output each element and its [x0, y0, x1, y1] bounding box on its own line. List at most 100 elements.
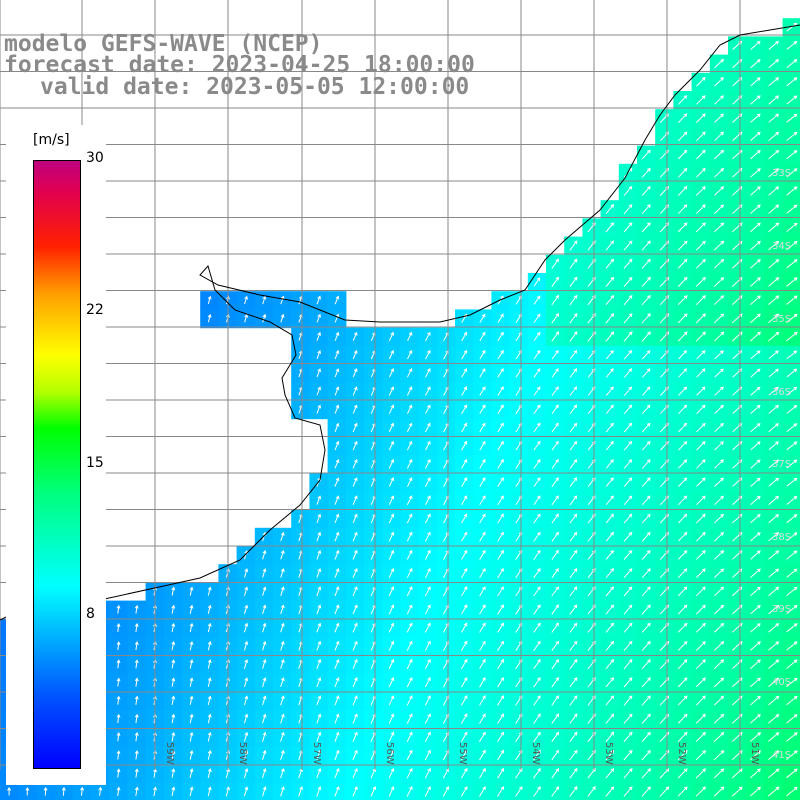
- wind-arrowhead: [665, 113, 669, 118]
- wind-arrow: [370, 514, 376, 524]
- wind-arrow: [189, 750, 193, 760]
- wind-arrowhead: [353, 422, 358, 427]
- wind-arrow: [696, 477, 706, 487]
- wind-arrowhead: [647, 695, 651, 700]
- wind-arrow: [533, 750, 541, 761]
- wind-arrowhead: [189, 604, 194, 609]
- wind-arrow: [533, 677, 541, 688]
- wind-arrow: [388, 677, 394, 688]
- wind-arrowhead: [646, 513, 651, 518]
- wind-arrowhead: [793, 659, 798, 664]
- wind-arrow: [623, 641, 633, 651]
- wind-arrowhead: [390, 404, 395, 409]
- wind-arrow: [713, 750, 724, 761]
- wind-arrow: [551, 550, 559, 560]
- wind-arrow: [750, 350, 761, 360]
- wind-arrow: [786, 23, 797, 32]
- wind-arrow: [497, 586, 504, 597]
- wind-arrow: [425, 368, 431, 378]
- wind-arrowhead: [756, 95, 761, 100]
- wind-arrowhead: [702, 204, 706, 208]
- wind-arrow: [388, 532, 394, 542]
- wind-arrowhead: [793, 404, 798, 409]
- wind-arrow: [406, 750, 413, 761]
- wind-arrow: [641, 277, 651, 288]
- wind-arrowhead: [647, 604, 651, 609]
- wind-arrow: [551, 750, 559, 761]
- wind-arrowhead: [390, 349, 394, 354]
- wind-arrowhead: [665, 531, 669, 536]
- wind-arrow: [605, 532, 614, 542]
- wind-arrow: [442, 786, 449, 797]
- wind-arrowhead: [793, 204, 798, 209]
- wind-arrow: [569, 386, 577, 396]
- wind-arrow: [388, 423, 394, 433]
- wind-arrowhead: [793, 222, 798, 227]
- wind-arrowhead: [390, 422, 395, 427]
- wind-arrow: [696, 168, 706, 178]
- colorbar-tick-15: 15: [86, 455, 104, 471]
- wind-arrow: [497, 768, 504, 779]
- wind-arrow: [678, 350, 687, 360]
- wind-arrowhead: [427, 349, 431, 354]
- wind-arrow: [605, 204, 614, 215]
- wind-arrow: [370, 568, 376, 578]
- wind-arrow: [388, 477, 394, 487]
- wind-arrowhead: [463, 695, 468, 700]
- wind-arrow: [262, 714, 266, 724]
- wind-arrowhead: [665, 167, 670, 172]
- wind-arrowhead: [702, 677, 706, 682]
- wind-arrowhead: [665, 386, 669, 391]
- wind-arrowhead: [793, 186, 798, 190]
- wind-arrow: [316, 786, 321, 797]
- wind-arrow: [750, 313, 761, 324]
- wind-arrowhead: [573, 749, 578, 754]
- wind-arrow: [768, 732, 779, 742]
- wind-arrowhead: [408, 513, 413, 518]
- wind-arrow: [334, 750, 339, 761]
- wind-arrow: [605, 350, 614, 360]
- wind-arrowhead: [189, 750, 194, 754]
- wind-arrow: [677, 532, 688, 542]
- wind-arrowhead: [317, 495, 322, 500]
- wind-arrowhead: [555, 313, 560, 317]
- wind-arrowhead: [610, 640, 615, 645]
- wind-arrowhead: [573, 368, 578, 372]
- wind-arrow: [623, 677, 633, 688]
- wind-arrow: [352, 750, 358, 761]
- wind-arrow: [352, 641, 358, 651]
- wind-arrow: [352, 623, 358, 633]
- wind-arrow: [406, 423, 413, 433]
- wind-arrow: [641, 459, 651, 469]
- wind-arrowhead: [335, 767, 340, 772]
- wind-arrowhead: [592, 313, 596, 317]
- wind-arrow: [533, 786, 541, 797]
- wind-arrowhead: [353, 386, 358, 391]
- wind-arrowhead: [702, 695, 706, 700]
- wind-arrowhead: [683, 495, 688, 500]
- wind-arrowhead: [775, 659, 780, 664]
- wind-arrow: [461, 604, 468, 615]
- wind-arrowhead: [646, 386, 651, 391]
- wind-arrowhead: [482, 786, 486, 790]
- wind-arrowhead: [573, 568, 578, 572]
- wind-arrowhead: [25, 786, 30, 791]
- wind-arrow: [388, 768, 394, 779]
- wind-arrowhead: [555, 386, 559, 391]
- wind-arrow: [677, 677, 688, 688]
- wind-arrow: [569, 586, 578, 597]
- wind-arrowhead: [555, 658, 559, 663]
- wind-arrow: [641, 313, 651, 324]
- wind-arrow: [623, 368, 632, 378]
- wind-arrow: [334, 605, 339, 615]
- wind-arrow: [352, 387, 358, 396]
- wind-arrowhead: [702, 604, 706, 609]
- wind-arrow: [696, 386, 706, 396]
- wind-arrowhead: [518, 731, 523, 736]
- wind-arrowhead: [390, 731, 395, 736]
- wind-arrowhead: [427, 495, 431, 500]
- wind-arrowhead: [720, 149, 725, 154]
- wind-arrowhead: [647, 167, 651, 172]
- wind-arrowhead: [793, 95, 798, 100]
